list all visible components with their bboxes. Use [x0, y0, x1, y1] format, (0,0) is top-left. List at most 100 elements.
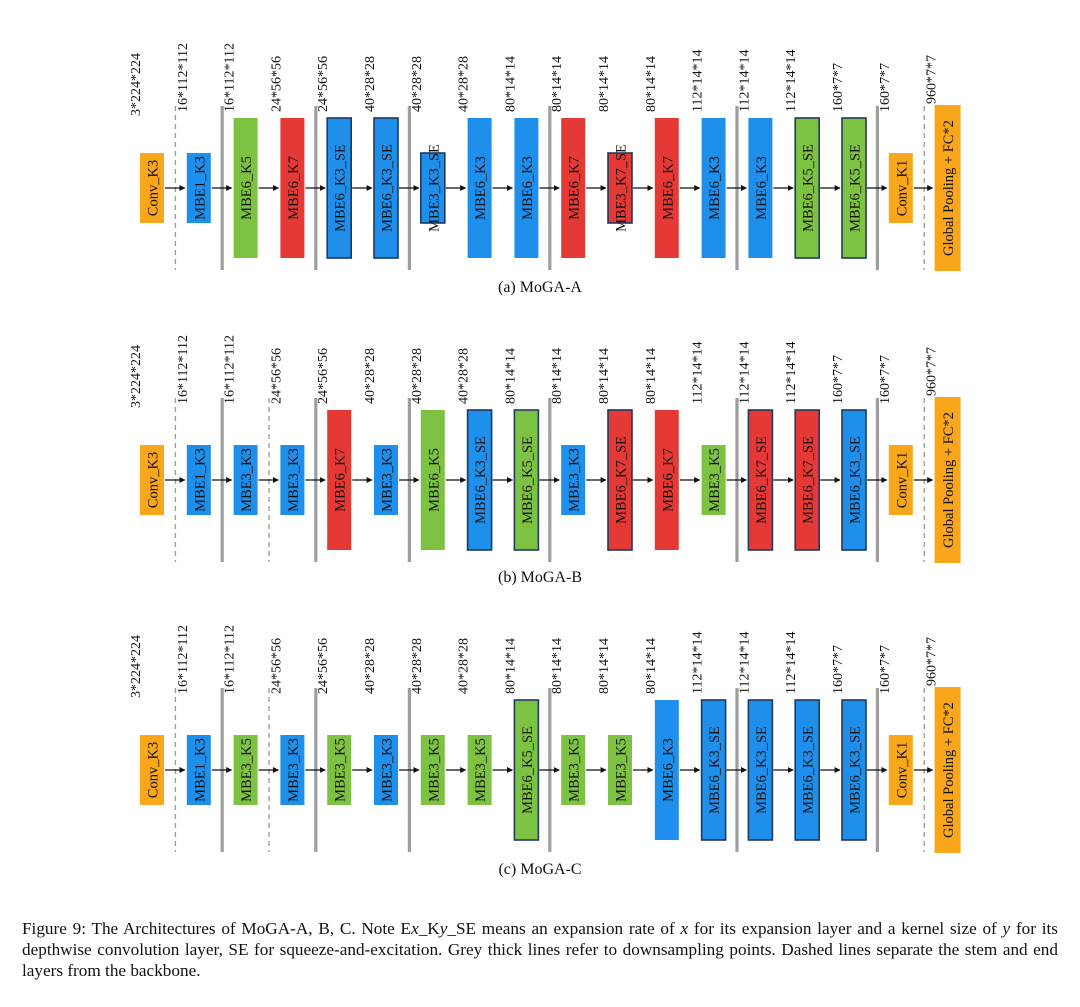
block-rect [888, 445, 913, 515]
block-mbe6-k3: MBE6_K3 [748, 118, 773, 258]
tensor-shape-label: 3*224*224 [129, 53, 144, 116]
tensor-shape-label: 80*14*14 [644, 56, 659, 112]
block-rect [280, 445, 305, 515]
block-rect [186, 445, 211, 515]
block-global-pooling-fc-2: Global Pooling + FC*2 [934, 397, 961, 563]
block-label: MBE3_K5 [426, 738, 442, 802]
block-mbe6-k3-se: MBE6_K3_SE [841, 699, 867, 841]
block-rect [280, 735, 305, 805]
block-conv-k1: Conv_K1 [888, 153, 913, 223]
moga-c-panel: Conv_K3 MBE1_K3 MBE3_K5 MBE3_K3 MBE3_K5 MBE3_… [129, 625, 961, 878]
block-rect [186, 735, 211, 805]
block-conv-k1: Conv_K1 [888, 445, 913, 515]
tensor-shape-label: 40*28*28 [410, 56, 425, 112]
block-mbe3-k3: MBE3_K3 [280, 735, 305, 805]
block-label: MBE6_K3 [520, 156, 536, 220]
block-mbe3-k3: MBE3_K3 [233, 445, 258, 515]
block-mbe1-k3: MBE1_K3 [186, 735, 211, 805]
panel-caption: (c) MoGA-C [498, 861, 581, 878]
tensor-shape-label: 80*14*14 [644, 638, 659, 694]
block-rect [280, 118, 305, 258]
tensor-shape-label: 24*56*56 [269, 56, 284, 112]
block-label: MBE6_K5 [239, 156, 255, 220]
block-rect [888, 153, 913, 223]
tensor-shape-label: 24*56*56 [316, 56, 331, 112]
block-label: MBE6_K7 [660, 448, 676, 512]
caption-suffix: for its depthwise convolution layer, SE … [22, 919, 1058, 980]
block-label: MBE3_K5 [567, 738, 583, 802]
block-rect [701, 445, 726, 515]
block-label: MBE6_K3 [473, 156, 489, 220]
block-label: MBE6_K7_SE [754, 436, 770, 524]
block-label: MBE6_K3_SE [754, 726, 770, 814]
block-rect [934, 397, 961, 563]
block-rect [841, 117, 867, 259]
block-label: MBE6_K7 [660, 156, 676, 220]
block-label: Conv_K1 [894, 160, 910, 216]
caption-var-y: y [439, 919, 448, 938]
tensor-shape-label: 40*28*28 [457, 56, 472, 112]
tensor-shape-label: 16*112*112 [223, 625, 238, 694]
block-mbe3-k3: MBE3_K3 [280, 445, 305, 515]
block-label: MBE6_K7_SE [614, 436, 630, 524]
block-label: MBE6_K7 [333, 448, 349, 512]
tensor-shape-label: 24*56*56 [269, 348, 284, 404]
block-label: MBE6_K3_SE [380, 144, 396, 232]
block-rect [513, 699, 540, 841]
tensor-shape-label: 80*14*14 [550, 348, 565, 404]
block-mbe3-k5: MBE3_K5 [608, 735, 632, 805]
block-rect [326, 117, 353, 259]
block-label: MBE3_K7_SE [614, 144, 630, 232]
block-label: Conv_K3 [146, 452, 162, 508]
caption-var-x2: x [680, 919, 689, 938]
block-rect [233, 735, 258, 805]
tensor-shape-label: 112*14*14 [784, 632, 799, 694]
tensor-shape-label: 24*56*56 [269, 638, 284, 694]
tensor-shape-label: 80*14*14 [550, 638, 565, 694]
block-rect [654, 118, 679, 258]
block-mbe6-k5-se: MBE6_K5_SE [513, 699, 540, 841]
tensor-shape-label: 160*7*7 [831, 355, 846, 404]
block-label: MBE3_K5 [473, 738, 489, 802]
caption-mid2: _SE means an expansion rate of [447, 919, 681, 938]
block-conv-k3: Conv_K3 [140, 153, 164, 223]
block-mbe6-k3-se: MBE6_K3_SE [841, 409, 867, 551]
tensor-shape-label: 160*7*7 [831, 63, 846, 112]
block-mbe3-k7-se: MBE3_K7_SE [607, 144, 633, 232]
block-rect [374, 735, 398, 805]
block-mbe6-k3-se: MBE6_K3_SE [700, 699, 727, 841]
block-mbe6-k3: MBE6_K3 [701, 118, 726, 258]
tensor-shape-label: 80*14*14 [597, 348, 612, 404]
tensor-shape-label: 160*7*7 [878, 645, 893, 694]
block-label: MBE6_K5_SE [848, 144, 864, 232]
block-rect [327, 410, 352, 550]
block-mbe6-k3-se: MBE6_K3_SE [326, 117, 353, 259]
caption-var-x: x [411, 919, 419, 938]
tensor-shape-label: 80*14*14 [597, 638, 612, 694]
figure-caption: Figure 9: The Architectures of MoGA-A, B… [22, 918, 1058, 981]
block-rect [467, 735, 492, 805]
block-rect [608, 735, 632, 805]
tensor-shape-label: 24*56*56 [316, 638, 331, 694]
block-rect [934, 687, 961, 853]
moga-a-panel: Conv_K3 MBE1_K3 MBE6_K5 MBE6_K7 MBE6_K3_SE MB… [129, 43, 961, 296]
block-label: MBE6_K5 [426, 448, 442, 512]
block-mbe3-k5: MBE3_K5 [467, 735, 492, 805]
block-label: MBE1_K3 [192, 738, 208, 802]
block-label: MBE6_K3_SE [801, 726, 817, 814]
block-rect [561, 118, 586, 258]
block-rect [513, 409, 540, 551]
block-label: MBE6_K7 [567, 156, 583, 220]
block-rect [420, 410, 445, 550]
moga-b-panel: Conv_K3 MBE1_K3 MBE3_K3 MBE3_K3 MBE6_K7 MBE3_… [129, 335, 961, 586]
block-mbe3-k3: MBE3_K3 [374, 735, 398, 805]
block-rect [561, 735, 586, 805]
block-label: MBE6_K3 [660, 738, 676, 802]
block-rect [607, 409, 633, 551]
block-label: MBE6_K3_SE [473, 436, 489, 524]
block-mbe6-k3-se: MBE6_K3_SE [747, 699, 774, 841]
block-rect [420, 735, 445, 805]
tensor-shape-label: 3*224*224 [129, 635, 144, 698]
block-rect [140, 445, 164, 515]
block-rect [888, 735, 913, 805]
